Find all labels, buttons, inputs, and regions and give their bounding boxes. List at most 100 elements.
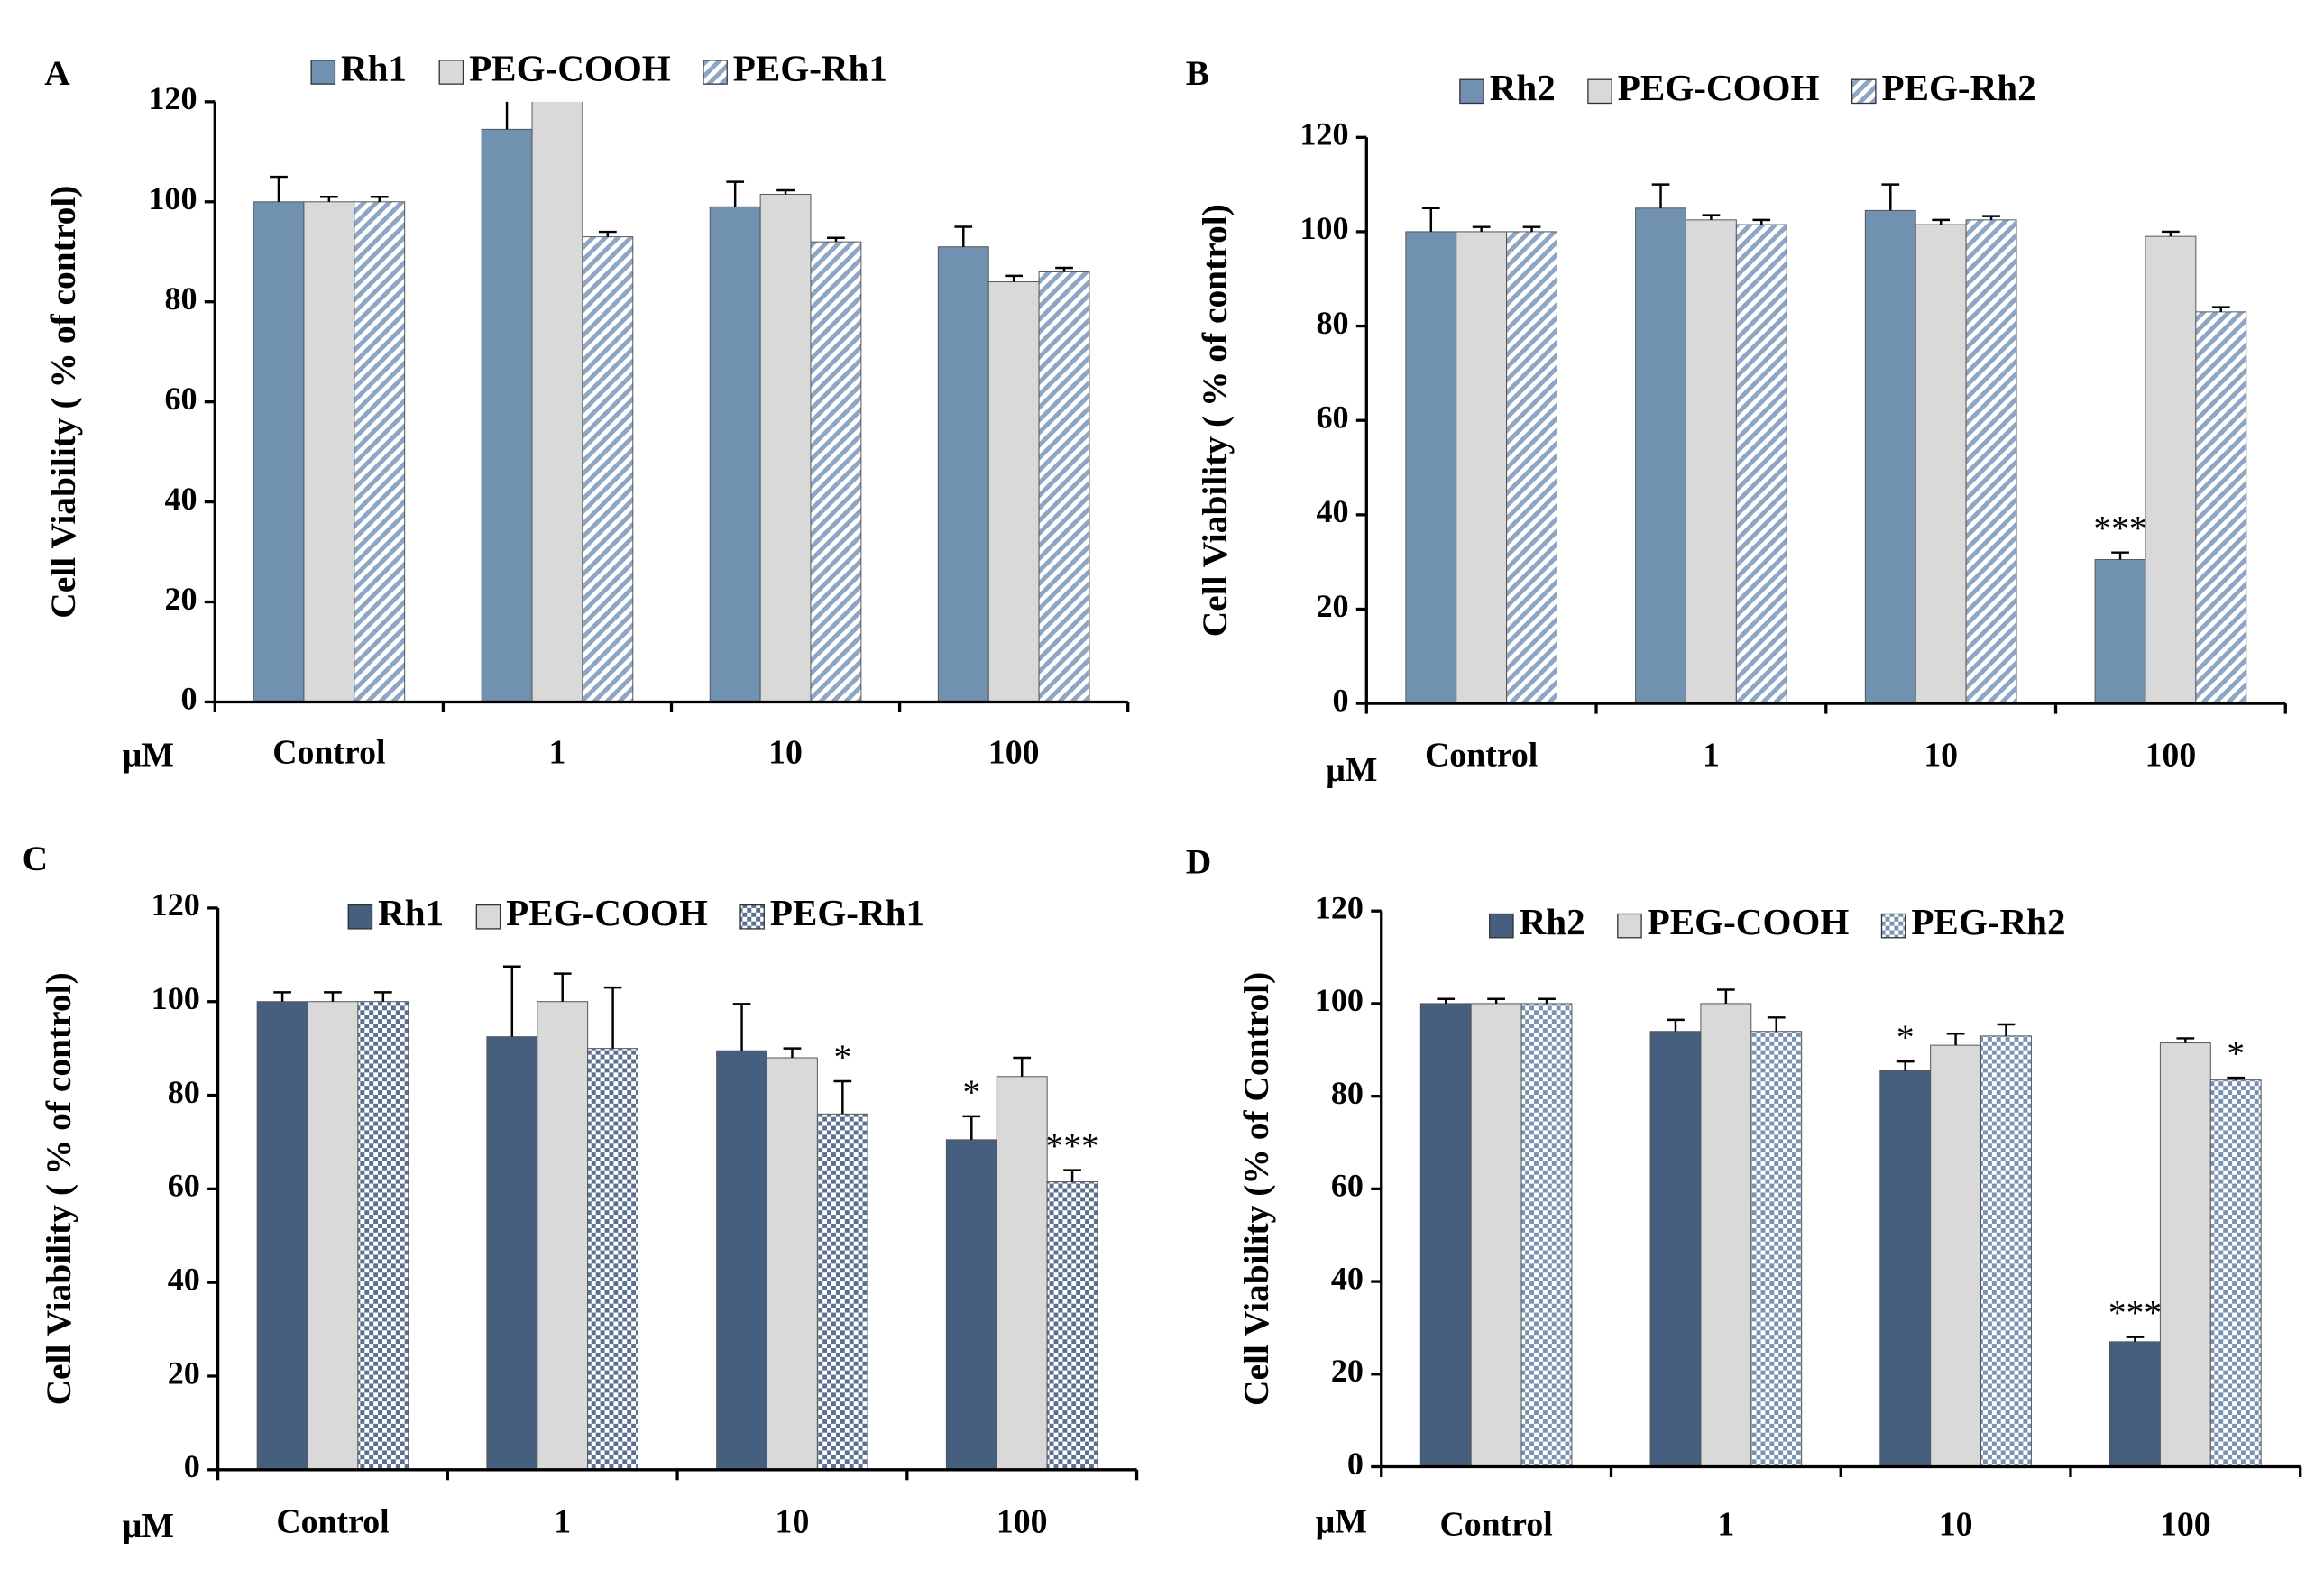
x-tick-label: 1 xyxy=(554,1502,571,1540)
x-tick-label: 10 xyxy=(776,1502,810,1540)
error-bar xyxy=(1881,183,1900,211)
x-tick-label: Control xyxy=(272,733,385,771)
x-tick-label: 10 xyxy=(1939,1506,1973,1544)
error-bar xyxy=(1055,266,1073,272)
significance-label: * xyxy=(2227,1033,2245,1073)
error-bar xyxy=(962,1115,981,1140)
y-tick-label: 120 xyxy=(148,80,197,116)
y-tick-label: 60 xyxy=(164,381,197,417)
error-bar xyxy=(1651,183,1670,208)
y-tick-label: 20 xyxy=(168,1354,200,1391)
bar xyxy=(1864,209,1916,704)
x-tick-label: 1 xyxy=(1717,1506,1734,1544)
error-bar xyxy=(726,180,745,207)
significance-label: * xyxy=(833,1037,851,1077)
bar xyxy=(1965,219,2017,704)
legend-label: Rh2 xyxy=(1490,67,1556,108)
bar xyxy=(1735,224,1787,704)
y-tick-label: 40 xyxy=(168,1261,200,1297)
bar xyxy=(716,1050,768,1470)
error-bar xyxy=(1487,997,1505,1004)
bar xyxy=(2209,1079,2262,1467)
bars xyxy=(256,965,1098,1470)
x-axis-label: μM xyxy=(1326,751,1377,789)
error-bar xyxy=(1538,997,1556,1004)
bar xyxy=(1750,1031,1803,1467)
bar xyxy=(1700,1003,1752,1467)
significance-label: * xyxy=(1897,1017,1915,1057)
bar xyxy=(1038,271,1090,702)
error-bar xyxy=(2227,1076,2246,1080)
error-bar xyxy=(273,991,291,1002)
bar xyxy=(1879,1070,1932,1467)
significance-label: *** xyxy=(2108,1293,2162,1333)
significance-label: *** xyxy=(1045,1126,1098,1166)
legend-label: PEG-COOH xyxy=(469,47,671,88)
bar xyxy=(582,236,634,702)
error-bar xyxy=(502,965,521,1037)
y-tick-label: 120 xyxy=(1315,889,1364,925)
y-tick-label: 80 xyxy=(1331,1075,1364,1111)
legend-swatch xyxy=(347,904,373,930)
legend-swatch xyxy=(1880,913,1906,939)
error-bar xyxy=(373,991,392,1002)
error-bar xyxy=(2162,230,2180,237)
error-bar xyxy=(324,991,342,1002)
bar xyxy=(759,193,812,702)
bar xyxy=(1685,219,1737,704)
y-tick-label: 40 xyxy=(1331,1260,1364,1296)
bar xyxy=(481,128,533,702)
y-tick-label: 40 xyxy=(164,481,197,517)
error-bar xyxy=(1702,214,1721,220)
y-axis-label: Cell Viability ( % of control) xyxy=(43,186,83,619)
error-bar xyxy=(505,101,509,130)
y-tick-label: 40 xyxy=(1316,493,1348,529)
bar xyxy=(1470,1003,1522,1467)
legend-label: Rh1 xyxy=(341,47,407,88)
y-tick-label: 0 xyxy=(181,681,197,717)
error-bar xyxy=(1421,207,1440,232)
y-axis-label: Cell Viability ( % of control) xyxy=(1195,204,1235,637)
error-bar xyxy=(2111,551,2129,560)
y-tick-label: 100 xyxy=(152,980,200,1016)
legend-swatch xyxy=(703,60,728,85)
y-tick-label: 80 xyxy=(168,1074,200,1110)
bar xyxy=(810,241,862,702)
y-tick-label: 60 xyxy=(1316,399,1348,435)
error-bar xyxy=(1982,215,2000,220)
error-bar xyxy=(776,188,795,195)
bar xyxy=(537,1001,589,1470)
x-tick-label: 100 xyxy=(997,1502,1048,1540)
bar xyxy=(945,1139,997,1470)
y-axis-label: Cell Viability ( % of control) xyxy=(39,972,78,1405)
error-bar xyxy=(1013,1056,1032,1077)
legend-swatch xyxy=(1489,913,1514,939)
y-tick-label: 120 xyxy=(152,886,200,923)
error-bar xyxy=(553,972,572,1002)
y-tick-label: 60 xyxy=(1331,1168,1364,1204)
bar xyxy=(1506,231,1557,704)
x-tick-label: 100 xyxy=(988,733,1040,771)
legend-swatch xyxy=(310,60,336,85)
y-tick-label: 100 xyxy=(148,180,197,216)
error-bar xyxy=(827,236,845,243)
x-tick-label: 100 xyxy=(2145,737,2197,775)
bar xyxy=(1419,1003,1472,1467)
bar xyxy=(531,101,583,702)
x-tick-label: 10 xyxy=(1924,737,1958,775)
bar xyxy=(996,1076,1048,1470)
legend-label: PEG-Rh1 xyxy=(733,47,887,88)
error-bar xyxy=(732,1003,751,1051)
x-tick-label: 100 xyxy=(2160,1506,2211,1544)
error-bar xyxy=(1716,988,1735,1004)
error-bar xyxy=(1946,1033,1965,1046)
error-bar xyxy=(270,175,288,202)
error-bar xyxy=(1005,274,1024,282)
y-tick-label: 80 xyxy=(164,280,197,317)
y-tick-label: 0 xyxy=(1347,1446,1364,1482)
bar xyxy=(354,201,406,702)
error-bar xyxy=(954,225,973,247)
significance-label: * xyxy=(962,1072,980,1112)
error-bar xyxy=(1896,1060,1915,1071)
